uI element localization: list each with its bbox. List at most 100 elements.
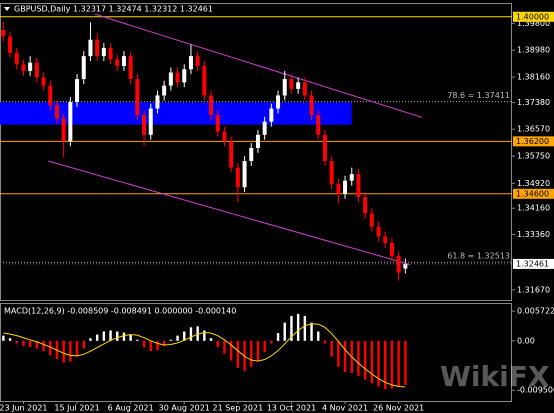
- candle-body: [115, 59, 120, 66]
- x-tick-label: 4 Nov 2021: [322, 404, 368, 413]
- macd-bar: [35, 340, 39, 349]
- macd-bar: [162, 340, 166, 347]
- zone: [0, 102, 352, 125]
- macd-bar: [203, 330, 206, 341]
- y-tick-label: 1.38980: [517, 46, 550, 55]
- macd-bar: [330, 340, 333, 357]
- macd-bar: [256, 340, 260, 361]
- macd-bar: [149, 340, 152, 352]
- candle-body: [396, 256, 401, 273]
- candle-body: [269, 108, 274, 122]
- candle-body: [242, 161, 247, 188]
- macd-bar: [337, 340, 340, 367]
- macd-bar: [95, 334, 99, 341]
- candle-body: [135, 79, 140, 116]
- candle-body: [309, 95, 314, 116]
- macd-bar: [370, 340, 374, 384]
- macd-frame: [0, 303, 512, 402]
- macd-bar: [290, 315, 293, 341]
- candle-body: [369, 213, 374, 227]
- candle-body: [68, 102, 73, 142]
- candle-body: [343, 180, 348, 194]
- macd-bar: [397, 340, 400, 387]
- watermark: WikiFX: [440, 360, 550, 393]
- candle-body: [356, 174, 361, 198]
- candle-body: [61, 118, 66, 142]
- level-label: 1.34600: [516, 189, 549, 198]
- macd-bar: [2, 335, 5, 341]
- candle-body: [255, 134, 260, 148]
- y-tick-label: 1.31670: [517, 285, 550, 294]
- macd-bar: [276, 333, 280, 341]
- candle-body: [95, 39, 100, 57]
- macd-bar: [122, 332, 126, 341]
- candle-body: [316, 115, 321, 135]
- macd-bar: [69, 340, 72, 362]
- x-tick-label: 23 Jun 2021: [0, 404, 48, 413]
- candle-body: [389, 242, 394, 257]
- y-tick-label: 1.33360: [517, 230, 550, 239]
- macd-bar: [317, 331, 320, 341]
- macd-bar: [183, 331, 186, 341]
- macd-bar: [136, 339, 139, 341]
- candle-body: [81, 56, 86, 80]
- candle-body: [215, 115, 220, 132]
- candle-body: [142, 115, 147, 135]
- candle-body: [329, 161, 334, 184]
- macd-bar: [236, 340, 240, 368]
- macd-bar: [310, 322, 313, 341]
- candle-body: [209, 95, 214, 116]
- y-tick-label: 1.38160: [517, 73, 550, 82]
- macd-bar: [102, 331, 106, 341]
- fib-label: 78.6 = 1.37411: [447, 91, 510, 100]
- level-label-bg: [513, 11, 554, 22]
- macd-bar: [296, 313, 300, 341]
- macd-bar: [89, 338, 92, 341]
- macd-bar: [323, 340, 327, 344]
- candle-body: [75, 79, 80, 103]
- y-tick-label: -0.009506: [517, 386, 554, 395]
- macd-bar: [377, 340, 380, 387]
- macd-bar: [343, 340, 347, 372]
- macd-bar: [62, 340, 65, 363]
- candle-body: [175, 72, 180, 83]
- level-label-bg: [513, 136, 554, 147]
- macd-bar: [42, 340, 45, 352]
- candle-body: [108, 47, 113, 60]
- macd-bar: [357, 340, 360, 377]
- x-tick-label: 6 Aug 2021: [108, 404, 154, 413]
- candle-body: [34, 62, 39, 78]
- macd-bar: [116, 331, 119, 341]
- macd-bar: [169, 339, 173, 341]
- candle-body: [41, 77, 46, 86]
- current-price-label: 1.32461: [516, 259, 549, 268]
- macd-bar: [142, 340, 146, 348]
- macd-bar: [196, 326, 199, 341]
- macd-bar: [384, 340, 387, 390]
- macd-bar: [156, 340, 159, 351]
- candle-body: [14, 52, 19, 65]
- candle-body: [202, 65, 207, 96]
- level-label-bg: [513, 188, 554, 199]
- candle-body: [222, 131, 227, 142]
- candle-body: [101, 47, 106, 57]
- candle-body: [162, 85, 167, 96]
- macd-bar: [229, 340, 233, 361]
- y-tick-label: 1.36570: [517, 125, 550, 134]
- candle-body: [155, 95, 160, 109]
- candle-body: [376, 226, 381, 237]
- candle-body: [282, 79, 287, 96]
- candle-body: [235, 167, 240, 188]
- macd-bar: [263, 340, 266, 353]
- macd-bar: [49, 340, 52, 356]
- signal-line: [3, 323, 406, 388]
- candle-body: [121, 56, 126, 66]
- candle-body: [188, 56, 193, 70]
- candle-body: [262, 121, 267, 135]
- menu-arrow: [4, 7, 10, 11]
- macd-bar: [303, 315, 307, 341]
- candle-body: [249, 147, 254, 162]
- candle-body: [88, 39, 93, 57]
